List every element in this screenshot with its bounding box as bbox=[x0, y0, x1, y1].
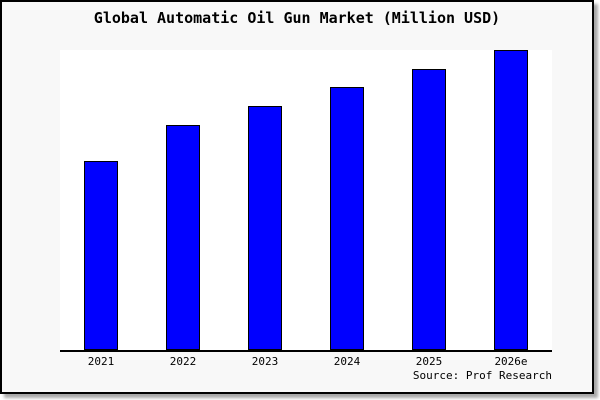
x-tick-label-2025: 2025 bbox=[415, 355, 443, 368]
x-tick-label-2026e: 2026e bbox=[494, 355, 528, 368]
x-tick-label-2024: 2024 bbox=[333, 355, 361, 368]
chart-title: Global Automatic Oil Gun Market (Million… bbox=[93, 9, 501, 27]
x-tick-label-2022: 2022 bbox=[169, 355, 197, 368]
source-credit: Source: Prof Research bbox=[412, 369, 552, 382]
plot-area bbox=[60, 50, 552, 352]
bar-2024 bbox=[330, 86, 364, 350]
bar-slot bbox=[306, 50, 388, 350]
bar-2025 bbox=[412, 68, 446, 350]
bar-slot bbox=[224, 50, 306, 350]
bar-2021 bbox=[84, 161, 118, 350]
bar-2023 bbox=[248, 105, 282, 350]
x-axis-labels: 2021 2022 2023 2024 2025 2026e bbox=[60, 355, 552, 368]
bar-slot bbox=[142, 50, 224, 350]
bar-slot bbox=[60, 50, 142, 350]
chart-frame: Global Automatic Oil Gun Market (Million… bbox=[0, 0, 594, 394]
x-tick-label-2021: 2021 bbox=[87, 355, 115, 368]
bar-slot bbox=[388, 50, 470, 350]
bar-2026e bbox=[494, 50, 528, 350]
bar-2022 bbox=[166, 124, 200, 350]
bar-slot bbox=[470, 50, 552, 350]
x-tick-label-2023: 2023 bbox=[251, 355, 279, 368]
